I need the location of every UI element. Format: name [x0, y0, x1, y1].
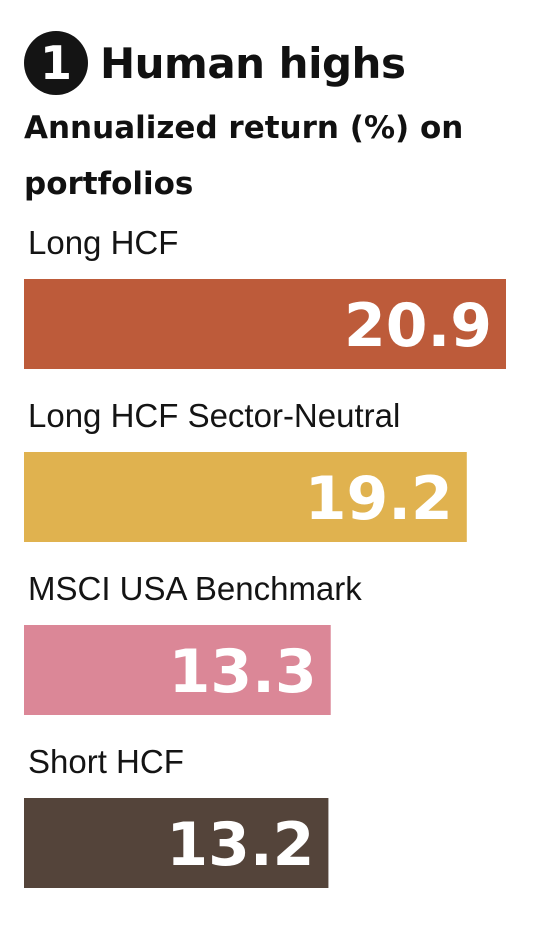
bar-group-msci-usa-benchmark: MSCI USA Benchmark 13.3: [24, 570, 362, 715]
bar: [24, 452, 467, 542]
bar: [24, 279, 506, 369]
bar: [24, 625, 331, 715]
bar-group-short-hcf: Short HCF 13.2: [24, 743, 329, 888]
chart-header: 1 Human highs Annualized return (%) on p…: [24, 28, 524, 212]
bar: [24, 798, 329, 888]
category-label: Long HCF Sector-Neutral: [28, 397, 400, 434]
chart-title: Human highs: [100, 38, 406, 88]
value-label: 13.2: [166, 810, 314, 880]
category-label: Short HCF: [28, 743, 184, 780]
chart-subtitle: Annualized return (%) on portfolios: [24, 110, 464, 202]
category-label: MSCI USA Benchmark: [28, 570, 362, 607]
value-label: 19.2: [305, 464, 453, 534]
bar-group-long-hcf-sector-neutral: Long HCF Sector-Neutral 19.2: [24, 397, 467, 542]
bar-group-long-hcf: Long HCF 20.9: [24, 224, 506, 369]
value-label: 13.3: [169, 637, 317, 707]
category-label: Long HCF: [28, 224, 178, 261]
number-badge: 1: [24, 31, 88, 95]
title-row: 1 Human highs: [24, 28, 524, 98]
value-label: 20.9: [344, 291, 492, 361]
